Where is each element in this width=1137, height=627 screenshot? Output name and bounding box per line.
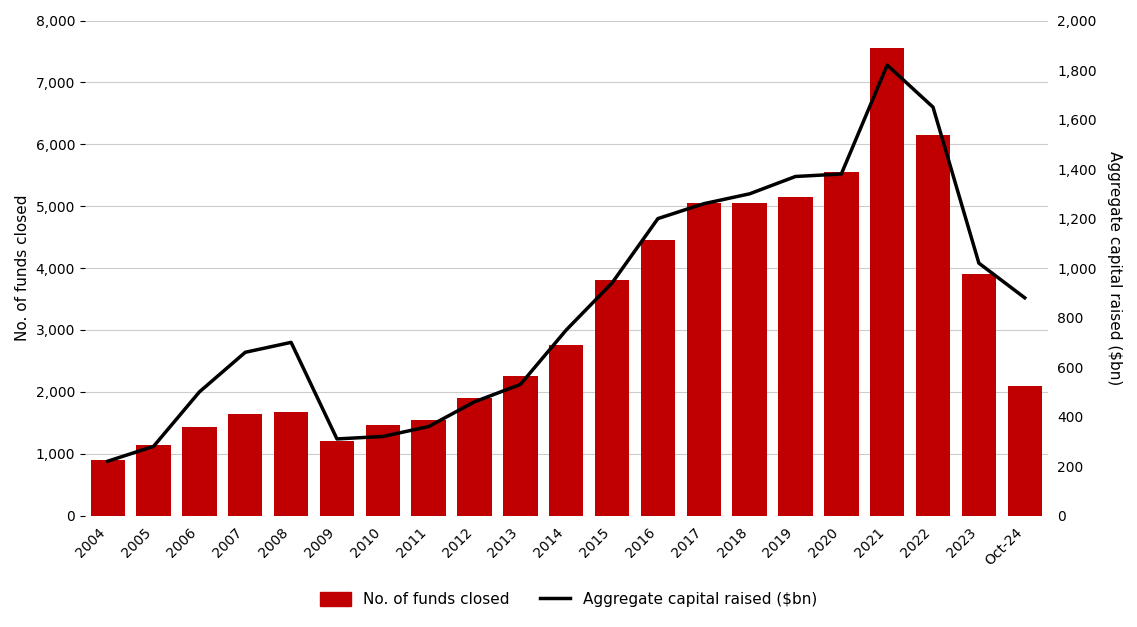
Bar — [91, 460, 125, 515]
Y-axis label: Aggregate capital raised ($bn): Aggregate capital raised ($bn) — [1107, 151, 1122, 385]
Bar — [229, 414, 263, 515]
Bar — [366, 424, 400, 515]
Bar — [182, 427, 217, 515]
Y-axis label: No. of funds closed: No. of funds closed — [15, 195, 30, 341]
Bar — [870, 48, 904, 515]
Legend: No. of funds closed, Aggregate capital raised ($bn): No. of funds closed, Aggregate capital r… — [314, 586, 823, 613]
Bar — [457, 398, 491, 515]
Bar — [504, 376, 538, 515]
Bar — [732, 203, 766, 515]
Bar — [595, 280, 629, 515]
Bar — [136, 445, 171, 515]
Bar — [779, 197, 813, 515]
Bar — [412, 420, 446, 515]
Bar — [549, 345, 583, 515]
Bar — [962, 274, 996, 515]
Bar — [824, 172, 858, 515]
Bar — [319, 441, 354, 515]
Bar — [641, 240, 675, 515]
Bar — [915, 135, 951, 515]
Bar — [274, 412, 308, 515]
Bar — [1007, 386, 1041, 515]
Bar — [687, 203, 721, 515]
